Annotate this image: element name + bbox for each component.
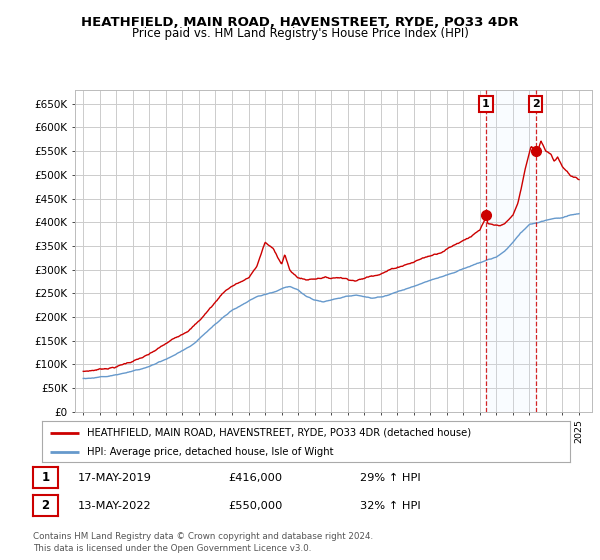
- Text: HEATHFIELD, MAIN ROAD, HAVENSTREET, RYDE, PO33 4DR (detached house): HEATHFIELD, MAIN ROAD, HAVENSTREET, RYDE…: [87, 428, 471, 437]
- Text: HEATHFIELD, MAIN ROAD, HAVENSTREET, RYDE, PO33 4DR: HEATHFIELD, MAIN ROAD, HAVENSTREET, RYDE…: [81, 16, 519, 29]
- Text: 17-MAY-2019: 17-MAY-2019: [78, 473, 152, 483]
- Text: HPI: Average price, detached house, Isle of Wight: HPI: Average price, detached house, Isle…: [87, 447, 334, 457]
- Text: £550,000: £550,000: [228, 501, 283, 511]
- Text: 29% ↑ HPI: 29% ↑ HPI: [360, 473, 421, 483]
- Text: 32% ↑ HPI: 32% ↑ HPI: [360, 501, 421, 511]
- Text: 2: 2: [41, 499, 50, 512]
- Text: 1: 1: [482, 99, 490, 109]
- Text: Contains HM Land Registry data © Crown copyright and database right 2024.
This d: Contains HM Land Registry data © Crown c…: [33, 533, 373, 553]
- Text: 13-MAY-2022: 13-MAY-2022: [78, 501, 152, 511]
- Text: Price paid vs. HM Land Registry's House Price Index (HPI): Price paid vs. HM Land Registry's House …: [131, 27, 469, 40]
- Text: 2: 2: [532, 99, 539, 109]
- Text: 1: 1: [41, 471, 50, 484]
- Text: £416,000: £416,000: [228, 473, 282, 483]
- Bar: [486, 90, 536, 412]
